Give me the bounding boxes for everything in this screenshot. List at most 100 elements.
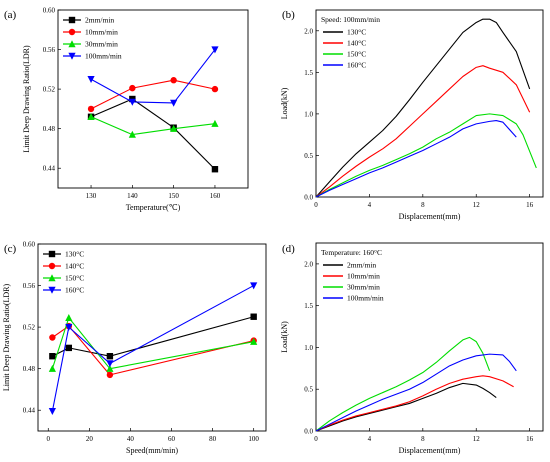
x-tick-label: 16 — [526, 435, 534, 443]
y-axis-label: Load(kN) — [280, 321, 289, 353]
y-tick-label: 0.0 — [304, 428, 313, 436]
series-line — [315, 119, 517, 198]
x-tick-label: 40 — [127, 435, 135, 443]
data-point — [170, 77, 177, 84]
plot-frame — [57, 9, 249, 189]
panel-label: (c) — [4, 243, 17, 255]
data-point — [170, 124, 178, 132]
data-point — [106, 364, 114, 372]
y-tick-label: 0.44 — [23, 407, 36, 415]
legend-title: Temperature: 160°C — [321, 248, 382, 257]
legend-entry: 130°C — [347, 28, 366, 37]
y-tick-label: 2.0 — [304, 27, 313, 35]
y-tick-label: 1.0 — [304, 344, 313, 352]
legend-entry: 150°C — [347, 50, 366, 59]
x-tick-label: 0 — [314, 435, 318, 443]
plot-frame — [315, 242, 544, 432]
x-tick-label: 4 — [368, 435, 372, 443]
y-tick-label: 0.5 — [304, 152, 313, 160]
data-point — [87, 113, 95, 120]
legend-entry: 30mm/min — [347, 283, 380, 292]
data-point — [48, 408, 56, 416]
data-point — [48, 364, 56, 372]
series-line — [90, 98, 216, 170]
series-line — [52, 325, 254, 376]
data-point — [65, 313, 73, 321]
legend-marker — [68, 16, 76, 24]
legend-marker — [48, 286, 56, 294]
series-line — [90, 79, 216, 110]
y-tick-label: 0.52 — [43, 86, 56, 94]
series-line — [315, 336, 491, 432]
data-point — [106, 360, 114, 368]
x-tick-label: 8 — [421, 435, 425, 443]
legend-marker — [48, 262, 56, 270]
legend-entry: 160°C — [347, 61, 366, 70]
data-point — [211, 46, 219, 54]
legend-entry: 140°C — [347, 39, 366, 48]
data-point — [65, 344, 73, 352]
chart-panel: (d) 0 4 8 12 16 0.0 0.5 1.0 1.5 2.0 Displacement(mm… — [280, 242, 544, 455]
x-tick-label: 150 — [168, 192, 179, 200]
series-line — [315, 382, 497, 432]
chart-panel: (a) 130 140 150 160 0.44 0.48 0.52 0.56 0.60 Tempe… — [4, 7, 249, 212]
y-tick-label: 0.0 — [304, 194, 313, 202]
x-tick-label: 4 — [368, 201, 372, 209]
series-line — [315, 18, 531, 198]
x-tick-label: 140 — [127, 192, 138, 200]
data-point — [250, 313, 257, 320]
series-line — [315, 65, 531, 198]
legend-entry: 10mm/min — [347, 272, 380, 281]
y-tick-label: 2.0 — [304, 260, 313, 268]
plot-frame — [37, 243, 267, 432]
x-tick-label: 0 — [47, 435, 51, 443]
legend-entry: 100mm/min — [85, 52, 122, 61]
x-axis-label: Displacement(mm) — [399, 446, 461, 455]
data-point — [49, 334, 56, 341]
x-tick-label: 80 — [209, 435, 217, 443]
legend-entry: 160°C — [65, 286, 84, 295]
data-point — [211, 166, 219, 173]
data-point — [106, 371, 114, 379]
data-point — [87, 105, 95, 113]
legend-marker — [48, 250, 56, 258]
panel-label: (d) — [282, 243, 295, 255]
x-tick-label: 160 — [210, 192, 221, 200]
legend-entry: 100mm/min — [347, 294, 384, 303]
x-tick-label: 12 — [473, 435, 481, 443]
y-tick-label: 1.0 — [304, 110, 313, 118]
y-tick-label: 0.60 — [43, 7, 56, 15]
data-point — [170, 99, 178, 107]
legend-entry: 140°C — [65, 262, 84, 271]
x-axis-label: Temperature(℃) — [126, 203, 181, 212]
y-tick-label: 0.44 — [43, 165, 56, 173]
y-tick-label: 0.52 — [23, 324, 36, 332]
x-tick-label: 12 — [473, 201, 481, 209]
y-tick-label: 0.60 — [23, 241, 36, 249]
y-tick-label: 0.56 — [23, 282, 36, 290]
series-line — [90, 49, 216, 104]
data-point — [211, 85, 219, 93]
y-tick-label: 0.48 — [23, 365, 36, 373]
series-line — [51, 285, 254, 412]
data-point — [211, 119, 219, 127]
data-point — [49, 353, 56, 360]
y-tick-label: 1.5 — [304, 302, 313, 310]
series-line — [90, 116, 216, 136]
x-tick-label: 60 — [168, 435, 176, 443]
legend-entry: 2mm/min — [347, 261, 376, 270]
panel-label: (a) — [4, 9, 17, 21]
x-axis-label: Speed(mm/min) — [126, 446, 178, 455]
y-axis-label: Limit Deep Drawing Ratio(LDR) — [2, 284, 11, 392]
legend-entry: 30mm/min — [85, 40, 118, 49]
series-line — [315, 375, 514, 432]
data-point — [129, 84, 136, 92]
plot-frame — [315, 9, 544, 198]
data-point — [250, 337, 258, 345]
chart-panel: (b) 0 4 8 12 16 0.0 0.5 1.0 1.5 2.0 Displacement(mm… — [280, 9, 544, 221]
legend-title: Speed: 100mm/min — [321, 15, 380, 24]
y-axis-label: Limit Deep Drawing Ratio(LDR) — [22, 45, 31, 153]
x-tick-label: 8 — [421, 201, 425, 209]
y-axis-label: Load(kN) — [280, 87, 289, 119]
